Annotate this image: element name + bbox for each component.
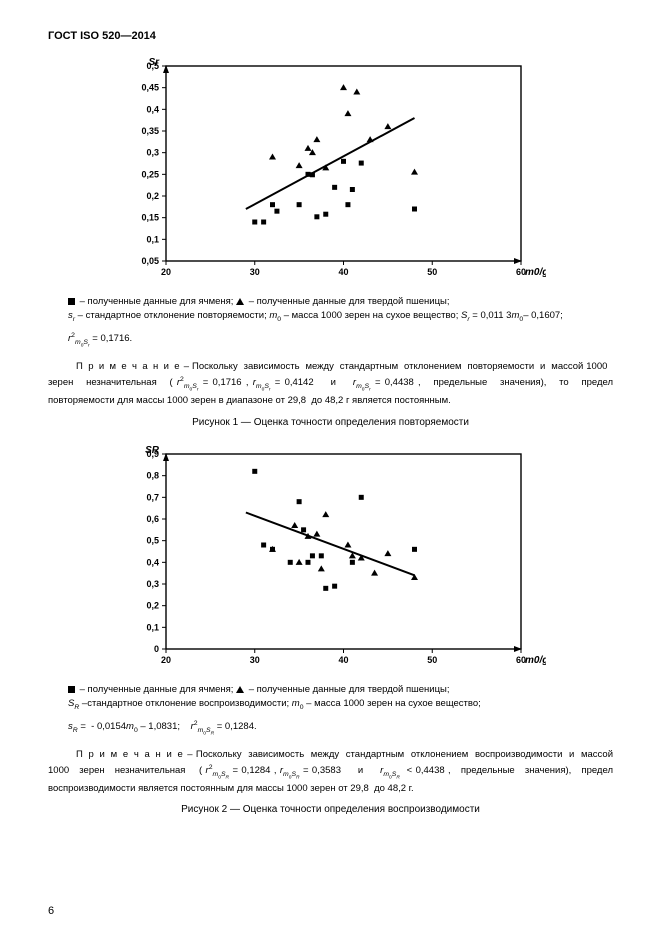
triangle-marker-icon xyxy=(236,686,244,693)
svg-text:0: 0 xyxy=(153,644,158,654)
svg-text:m0/g: m0/g xyxy=(525,655,546,666)
legend1-line2: sr – стандартное отклонение повторяемост… xyxy=(68,309,613,325)
svg-text:30: 30 xyxy=(249,267,259,277)
legend2-line2: SR –стандартное отклонение воспроизводим… xyxy=(68,697,613,713)
svg-text:0,8: 0,8 xyxy=(146,470,159,480)
svg-text:0,2: 0,2 xyxy=(146,191,159,201)
svg-text:0,05: 0,05 xyxy=(141,256,159,266)
svg-text:50: 50 xyxy=(427,655,437,665)
legend2-line3-eq: = 0,1284. xyxy=(217,721,257,732)
svg-text:30: 30 xyxy=(249,655,259,665)
chart1-svg: 20304050600,050,10,150,20,250,30,350,40,… xyxy=(116,54,546,289)
figure2-caption: Рисунок 2 — Оценка точности определения … xyxy=(48,804,613,815)
note2: П р и м е ч а н и е – Поскольку зависимо… xyxy=(48,748,613,796)
svg-text:20: 20 xyxy=(160,655,170,665)
doc-header: ГОСТ ISO 520—2014 xyxy=(48,30,613,42)
svg-text:0,6: 0,6 xyxy=(146,514,159,524)
triangle-marker-icon xyxy=(236,298,244,305)
svg-text:0,3: 0,3 xyxy=(146,579,159,589)
svg-text:0,4: 0,4 xyxy=(146,104,159,114)
svg-text:m0/g: m0/g xyxy=(525,267,546,278)
legend2: – полученные данные для ячменя; – получе… xyxy=(68,683,613,738)
legend1-line1b: – полученные данные для твердой пшеницы; xyxy=(246,296,449,307)
legend2-line1b: – полученные данные для твердой пшеницы; xyxy=(246,684,449,695)
legend1-line3-eq: = 0,1716. xyxy=(92,334,132,345)
page-number: 6 xyxy=(48,905,54,917)
svg-text:0,25: 0,25 xyxy=(141,169,159,179)
note2-label: П р и м е ч а н и е xyxy=(76,749,184,760)
legend2-line3: sR = - 0,0154m0 – 1,0831; r2m0SR = 0,128… xyxy=(68,719,613,738)
legend1-line1: – полученные данные для ячменя; – получе… xyxy=(68,295,613,309)
svg-text:0,4: 0,4 xyxy=(146,557,159,567)
legend1-line3: r2m0Sr = 0,1716. xyxy=(68,331,613,350)
svg-text:0,3: 0,3 xyxy=(146,148,159,158)
svg-text:0,15: 0,15 xyxy=(141,213,159,223)
svg-text:0,2: 0,2 xyxy=(146,600,159,610)
legend1: – полученные данные для ячменя; – получе… xyxy=(68,295,613,350)
square-marker-icon xyxy=(68,686,75,693)
figure1-caption: Рисунок 1 — Оценка точности определения … xyxy=(48,417,613,428)
chart2-wrap: 203040506000,10,20,30,40,50,60,70,80,9SR… xyxy=(48,442,613,677)
legend2-line1: – полученные данные для ячменя; – получе… xyxy=(68,683,613,697)
svg-text:0,5: 0,5 xyxy=(146,535,159,545)
svg-text:SR: SR xyxy=(145,445,160,456)
svg-text:0,1: 0,1 xyxy=(146,234,159,244)
svg-text:0,1: 0,1 xyxy=(146,622,159,632)
svg-text:20: 20 xyxy=(160,267,170,277)
legend2-line1a: – полученные данные для ячменя; xyxy=(77,684,236,695)
chart1-wrap: 20304050600,050,10,150,20,250,30,350,40,… xyxy=(48,54,613,289)
svg-text:40: 40 xyxy=(338,267,348,277)
note1: П р и м е ч а н и е – Поскольку зависимо… xyxy=(48,360,613,408)
svg-text:0,35: 0,35 xyxy=(141,126,159,136)
note1-label: П р и м е ч а н и е xyxy=(76,361,181,372)
svg-text:50: 50 xyxy=(427,267,437,277)
svg-text:40: 40 xyxy=(338,655,348,665)
legend1-line1a: – полученные данные для ячменя; xyxy=(77,296,236,307)
square-marker-icon xyxy=(68,298,75,305)
chart2-svg: 203040506000,10,20,30,40,50,60,70,80,9SR… xyxy=(116,442,546,677)
svg-text:Sr: Sr xyxy=(148,57,160,68)
svg-text:0,45: 0,45 xyxy=(141,83,159,93)
svg-text:0,7: 0,7 xyxy=(146,492,159,502)
